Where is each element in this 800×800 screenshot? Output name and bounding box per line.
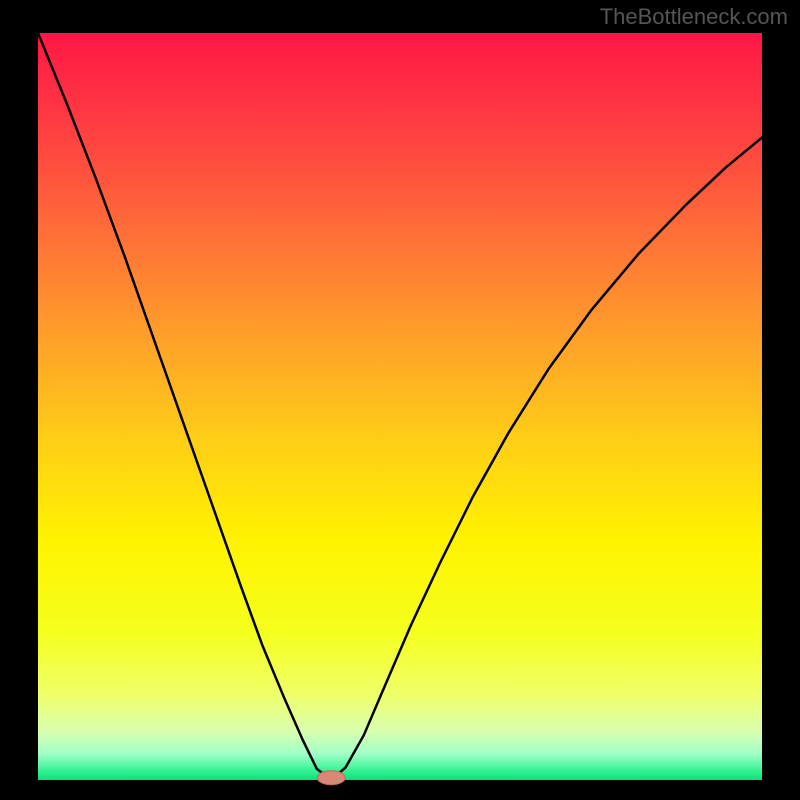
plot-background — [38, 33, 762, 780]
bottleneck-chart — [0, 0, 800, 800]
chart-container: TheBottleneck.com — [0, 0, 800, 800]
optimal-point-marker — [317, 771, 345, 785]
watermark-text: TheBottleneck.com — [600, 4, 788, 30]
